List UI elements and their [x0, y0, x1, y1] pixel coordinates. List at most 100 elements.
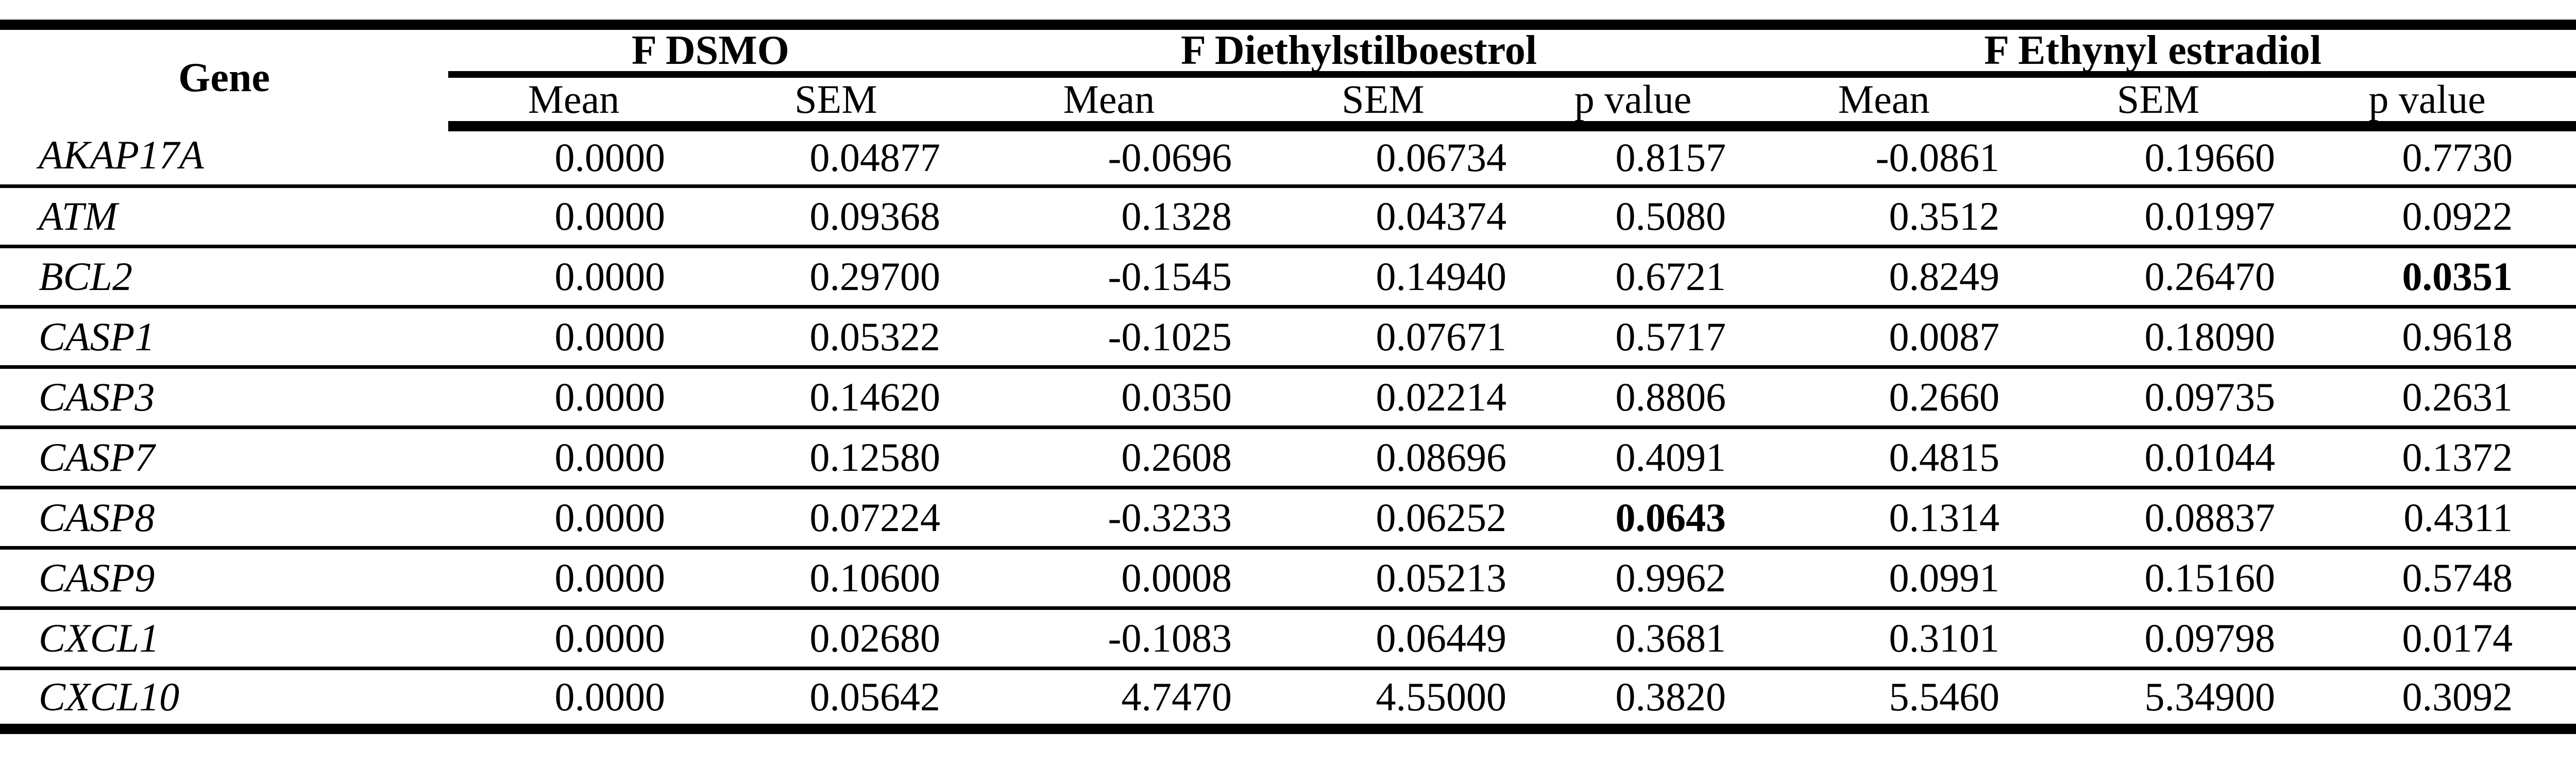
- value-cell: 0.6721: [1521, 246, 1745, 309]
- value-cell: -0.1025: [973, 306, 1245, 369]
- value-cell: -0.6028: [2561, 126, 2576, 188]
- value-cell: 0.0351: [2294, 246, 2561, 309]
- value-cell: 0.5748: [2294, 548, 2561, 610]
- value-cell: 0.4028: [2561, 608, 2576, 670]
- table-row: ATM 0.0000 0.09368 0.1328 0.04374 0.5080 0.351…: [0, 186, 2576, 248]
- value-cell: 0.1328: [973, 186, 1245, 248]
- value-cell: 0.0000: [448, 246, 699, 309]
- value-cell: 0.07224: [699, 487, 973, 550]
- value-cell: 0.02214: [1245, 367, 1521, 429]
- value-cell: 0.06252: [1245, 487, 1521, 550]
- table-row: CASP8 0.0000 0.07224 -0.3233 0.06252 0.0643 0.…: [0, 487, 2576, 550]
- value-cell: 0.08837: [2023, 487, 2294, 550]
- gene-name: AKAP17A: [0, 126, 448, 188]
- gene-name: CASP8: [0, 487, 448, 550]
- sub-header: Mean: [2561, 74, 2576, 131]
- value-cell: 0.7730: [2294, 126, 2561, 188]
- header-group-row: Gene F DSMO F Diethylstilboestrol F Ethyny…: [0, 25, 2576, 98]
- value-cell: 0.4311: [2294, 487, 2561, 550]
- value-cell: 0.06449: [1245, 608, 1521, 670]
- value-cell: 0.8806: [1521, 367, 1745, 429]
- gene-name: CASP1: [0, 306, 448, 369]
- value-cell: -0.3233: [973, 487, 1245, 550]
- value-cell: 0.3512: [1745, 186, 2023, 248]
- gene-name: ATM: [0, 186, 448, 248]
- sub-header: SEM: [699, 74, 973, 131]
- gene-name: CASP9: [0, 548, 448, 610]
- value-cell: 0.2631: [2294, 367, 2561, 429]
- value-cell: 0.2608: [973, 427, 1245, 489]
- value-cell: 0.29700: [699, 246, 973, 309]
- value-cell: 0.26470: [2023, 246, 2294, 309]
- value-cell: 0.07671: [1245, 306, 1521, 369]
- value-cell: 0.0000: [448, 548, 699, 610]
- value-cell: 0.4815: [1745, 427, 2023, 489]
- value-cell: 0.10600: [699, 548, 973, 610]
- value-cell: 0.8157: [1521, 126, 1745, 188]
- value-cell: 0.3681: [1521, 608, 1745, 670]
- value-cell: 0.04877: [699, 126, 973, 188]
- value-cell: 4.55000: [1245, 668, 1521, 734]
- value-cell: 5.5460: [1745, 668, 2023, 734]
- value-cell: 0.08696: [1245, 427, 1521, 489]
- value-cell: 0.3092: [2294, 668, 2561, 734]
- gene-name: BCL2: [0, 246, 448, 309]
- sub-header: SEM: [1245, 74, 1521, 131]
- sub-header: Mean: [1745, 74, 2023, 131]
- value-cell: 0.06734: [1245, 126, 1521, 188]
- table-body: AKAP17A 0.0000 0.04877 -0.0696 0.06734 0.8157…: [0, 126, 2576, 734]
- value-cell: 0.3101: [1745, 608, 2023, 670]
- table-row: CASP1 0.0000 0.05322 -0.1025 0.07671 0.5717 0.…: [0, 306, 2576, 369]
- value-cell: 0.0350: [973, 367, 1245, 429]
- value-cell: 0.1031: [2561, 548, 2576, 610]
- value-cell: 0.0000: [448, 427, 699, 489]
- value-cell: 0.09798: [2023, 608, 2294, 670]
- value-cell: 0.14940: [1245, 246, 1521, 309]
- value-cell: 0.12580: [699, 427, 973, 489]
- table-row: AKAP17A 0.0000 0.04877 -0.0696 0.06734 0.8157…: [0, 126, 2576, 188]
- value-cell: 0.8249: [1745, 246, 2023, 309]
- group-header: F DSMO: [448, 25, 973, 78]
- value-cell: 0.04374: [1245, 186, 1521, 248]
- value-cell: 0.0000: [448, 487, 699, 550]
- sub-header: p value: [1521, 74, 1745, 131]
- value-cell: 0.09368: [699, 186, 973, 248]
- value-cell: 0.2723: [2561, 186, 2576, 248]
- value-cell: 5.34900: [2023, 668, 2294, 734]
- gene-column-header: Gene: [178, 55, 270, 101]
- value-cell: 0.0643: [1521, 487, 1745, 550]
- value-cell: 0.5080: [1521, 186, 1745, 248]
- value-cell: 0.05213: [1245, 548, 1521, 610]
- group-header: F Levonorgestrel: [2561, 25, 2576, 78]
- paper-table-page: Gene F DSMO F Diethylstilboestrol F Ethyny…: [0, 20, 2576, 767]
- sub-header: Mean: [973, 74, 1245, 131]
- value-cell: -0.0861: [1745, 126, 2023, 188]
- table-row: CXCL10 0.0000 0.05642 4.7470 4.55000 0.3820 5.…: [0, 668, 2576, 734]
- value-cell: 0.4091: [1521, 427, 1745, 489]
- value-cell: 0.0000: [448, 186, 699, 248]
- table-row: CASP3 0.0000 0.14620 0.0350 0.02214 0.8806 0.2…: [0, 367, 2576, 429]
- value-cell: 0.02680: [699, 608, 973, 670]
- value-cell: 0.0000: [448, 126, 699, 188]
- value-cell: 0.2679: [2561, 427, 2576, 489]
- value-cell: 0.0000: [448, 668, 699, 734]
- sub-header: SEM: [2023, 74, 2294, 131]
- value-cell: 0.19660: [2023, 126, 2294, 188]
- value-cell: 0.0087: [1745, 306, 2023, 369]
- gene-name: CXCL10: [0, 668, 448, 734]
- value-cell: 0.05642: [699, 668, 973, 734]
- value-cell: 0.9137: [2561, 246, 2576, 309]
- value-cell: 0.0459: [2561, 487, 2576, 550]
- value-cell: 0.2660: [1745, 367, 2023, 429]
- value-cell: 0.0000: [448, 306, 699, 369]
- value-cell: -0.1083: [973, 608, 1245, 670]
- value-cell: 0.1314: [1745, 487, 2023, 550]
- table-header: Gene F DSMO F Diethylstilboestrol F Ethyny…: [0, 25, 2576, 131]
- gene-name: CASP7: [0, 427, 448, 489]
- value-cell: 0.18090: [2023, 306, 2294, 369]
- value-cell: 0.01044: [2023, 427, 2294, 489]
- value-cell: -0.1545: [973, 246, 1245, 309]
- value-cell: 0.0008: [973, 548, 1245, 610]
- value-cell: 0.3820: [1521, 668, 1745, 734]
